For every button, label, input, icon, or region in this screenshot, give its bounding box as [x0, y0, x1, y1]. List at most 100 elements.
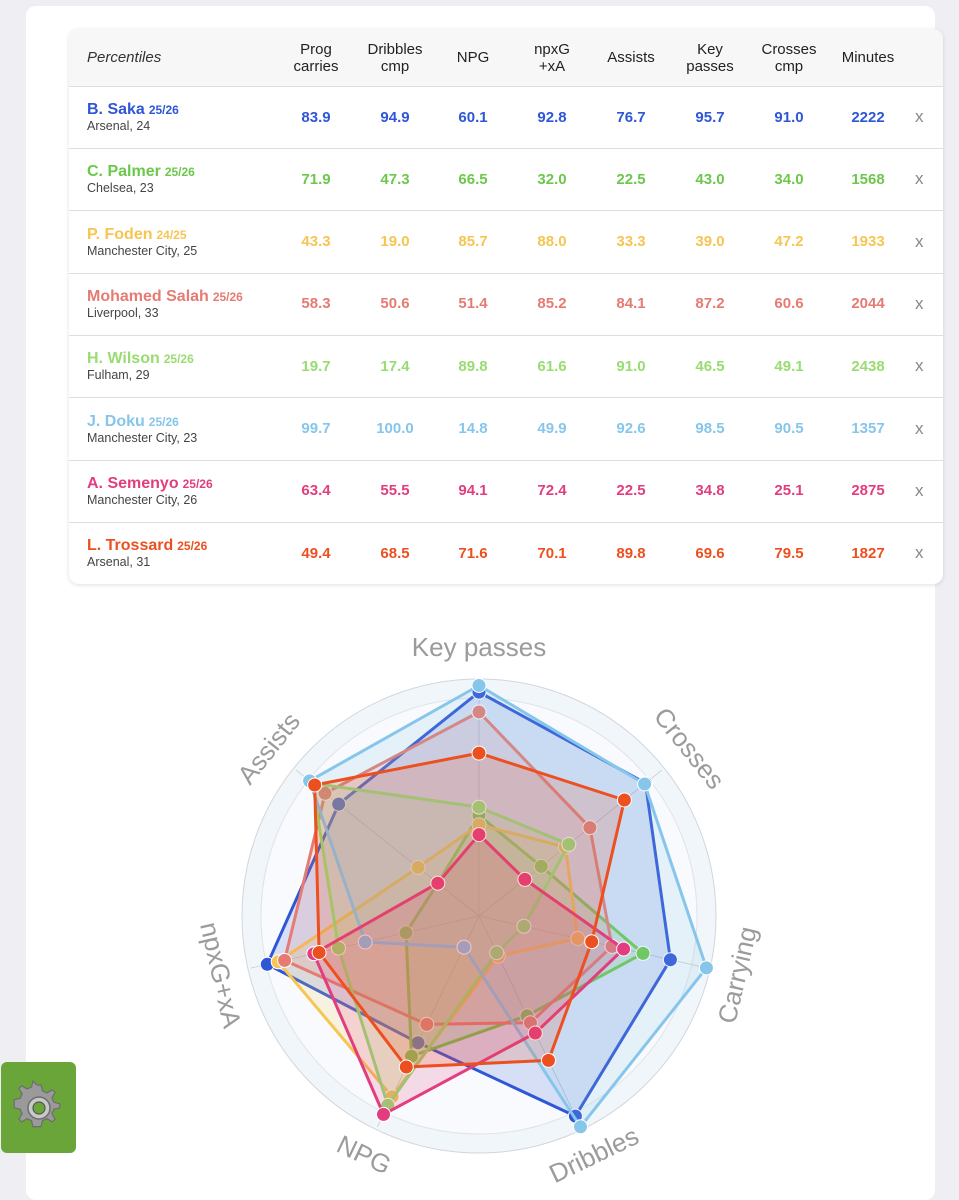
stat-kp: 95.7	[695, 108, 725, 126]
remove-player-button[interactable]: x	[915, 293, 924, 313]
stat-cross: 91.0	[774, 108, 804, 126]
radar-axis-label: npxG+xA	[194, 919, 247, 1031]
player-club: Manchester City, 26	[87, 492, 198, 507]
settings-button[interactable]	[1, 1062, 76, 1153]
stat-npg: 85.7	[458, 233, 488, 251]
player-name: L. Trossard 25/26	[87, 537, 207, 555]
radar-point	[561, 836, 577, 852]
table-row: J. Doku 25/26 Manchester City, 23 99.7 100.0…	[69, 398, 943, 461]
table-row: L. Trossard 25/26 Arsenal, 31 49.4 68.5 71.6 7…	[69, 522, 943, 584]
stat-drib: 50.6	[380, 295, 410, 313]
player-name-text: B. Saka	[87, 101, 145, 118]
player-name: A. Semenyo 25/26	[87, 475, 213, 493]
radar-point	[516, 918, 532, 934]
column-header-text: Prog	[300, 40, 332, 58]
column-header-npxg: npxG +xA	[507, 29, 597, 86]
player-name: P. Foden 24/25	[87, 226, 187, 244]
stat-ast: 22.5	[616, 482, 646, 500]
column-header-text: cmp	[774, 57, 804, 75]
stat-cross: 25.1	[774, 482, 804, 500]
player-name-text: L. Trossard	[87, 537, 174, 555]
radar-polygon	[312, 833, 626, 1116]
radar-chart: Key passesCrossesCarryingDribblesNPGnpxG…	[194, 632, 763, 1189]
stat-npxg: 49.9	[537, 420, 567, 437]
column-header-text: cmp	[380, 57, 410, 75]
stat-npxg: 88.0	[537, 233, 567, 251]
radar-point	[616, 941, 632, 957]
stat-drib: 55.5	[380, 482, 410, 500]
player-season: 24/25	[156, 227, 187, 242]
radar-point	[489, 945, 505, 961]
stat-min: 1568	[851, 170, 885, 188]
table-row: Mohamed Salah 25/26 Liverpool, 33 58.3 50.6 5…	[69, 273, 943, 336]
radar-point	[582, 820, 598, 836]
stat-npg: 71.6	[458, 544, 488, 562]
stat-cross: 90.5	[774, 420, 804, 437]
radar-polygon	[313, 751, 626, 1069]
table-row: C. Palmer 25/26 Chelsea, 23 71.9 47.3 66.5 32.…	[69, 148, 943, 212]
radar-point	[471, 799, 487, 815]
column-header-text: Crosses	[761, 40, 817, 58]
column-header-prog: Prog carries	[271, 29, 361, 86]
stat-kp: 39.0	[695, 233, 725, 251]
radar-point	[398, 925, 414, 941]
radar-point	[517, 871, 533, 887]
player-name: H. Wilson 25/26	[87, 350, 194, 368]
table-row: B. Saka 25/26 Arsenal, 24 83.9 94.9 60.1 92.8 7…	[69, 86, 943, 149]
radar-point	[398, 1059, 414, 1075]
radar-point	[616, 792, 632, 808]
player-season: 25/26	[177, 539, 208, 554]
stat-drib: 47.3	[380, 170, 410, 188]
remove-player-button[interactable]: x	[915, 543, 924, 563]
stat-npg: 89.8	[458, 357, 488, 375]
stat-kp: 46.5	[695, 357, 725, 375]
radar-point	[533, 858, 549, 874]
stat-npxg: 61.6	[537, 357, 567, 375]
radar-point	[357, 934, 373, 950]
table-row: H. Wilson 25/26 Fulham, 29 19.7 17.4 89.8 61.6…	[69, 335, 943, 399]
player-club: Arsenal, 24	[87, 119, 151, 133]
radar-point	[331, 796, 347, 812]
stat-drib: 68.5	[380, 544, 410, 562]
stat-prog: 19.7	[301, 357, 331, 375]
stat-drib: 100.0	[376, 420, 414, 437]
radar-point	[430, 875, 446, 891]
player-name-text: C. Palmer	[87, 163, 161, 181]
remove-player-button[interactable]: x	[915, 107, 924, 126]
player-club: Fulham, 29	[87, 368, 150, 383]
player-club: Arsenal, 31	[87, 555, 151, 570]
stat-cross: 79.5	[774, 544, 804, 562]
radar-series-6	[306, 827, 632, 1122]
stat-min: 1357	[851, 420, 885, 437]
radar-point	[471, 704, 487, 720]
radar-point	[376, 1106, 391, 1122]
stat-kp: 98.5	[695, 420, 725, 437]
table-header: Percentiles Prog carries Dribbles cmp NPG npx…	[69, 29, 943, 87]
stat-drib: 94.9	[380, 108, 410, 126]
stat-min: 2222	[851, 108, 885, 126]
radar-point	[419, 1016, 435, 1032]
column-header-text: Assists	[607, 49, 655, 66]
radar-point	[311, 945, 327, 960]
stat-min: 1933	[851, 233, 885, 251]
column-header-npg: NPG	[428, 29, 518, 86]
radar-point	[277, 952, 293, 968]
stat-npg: 14.8	[458, 420, 488, 437]
remove-player-button[interactable]: x	[915, 480, 924, 500]
column-header-text: Key	[697, 40, 723, 58]
stat-prog: 71.9	[301, 170, 331, 188]
remove-player-button[interactable]: x	[915, 356, 924, 376]
stat-ast: 89.8	[616, 544, 646, 562]
radar-point	[570, 931, 586, 946]
radar-axis-label: NPG	[332, 1129, 396, 1180]
stat-min: 1827	[851, 544, 885, 562]
stat-npg: 66.5	[458, 170, 488, 188]
remove-player-button[interactable]: x	[915, 169, 924, 189]
player-name-text: J. Doku	[87, 412, 145, 430]
remove-player-button[interactable]: x	[915, 418, 924, 438]
radar-point	[307, 777, 323, 793]
stat-min: 2438	[851, 357, 885, 375]
remove-player-button[interactable]: x	[915, 231, 924, 251]
radar-series-7	[307, 745, 632, 1075]
stat-cross: 60.6	[774, 295, 804, 313]
